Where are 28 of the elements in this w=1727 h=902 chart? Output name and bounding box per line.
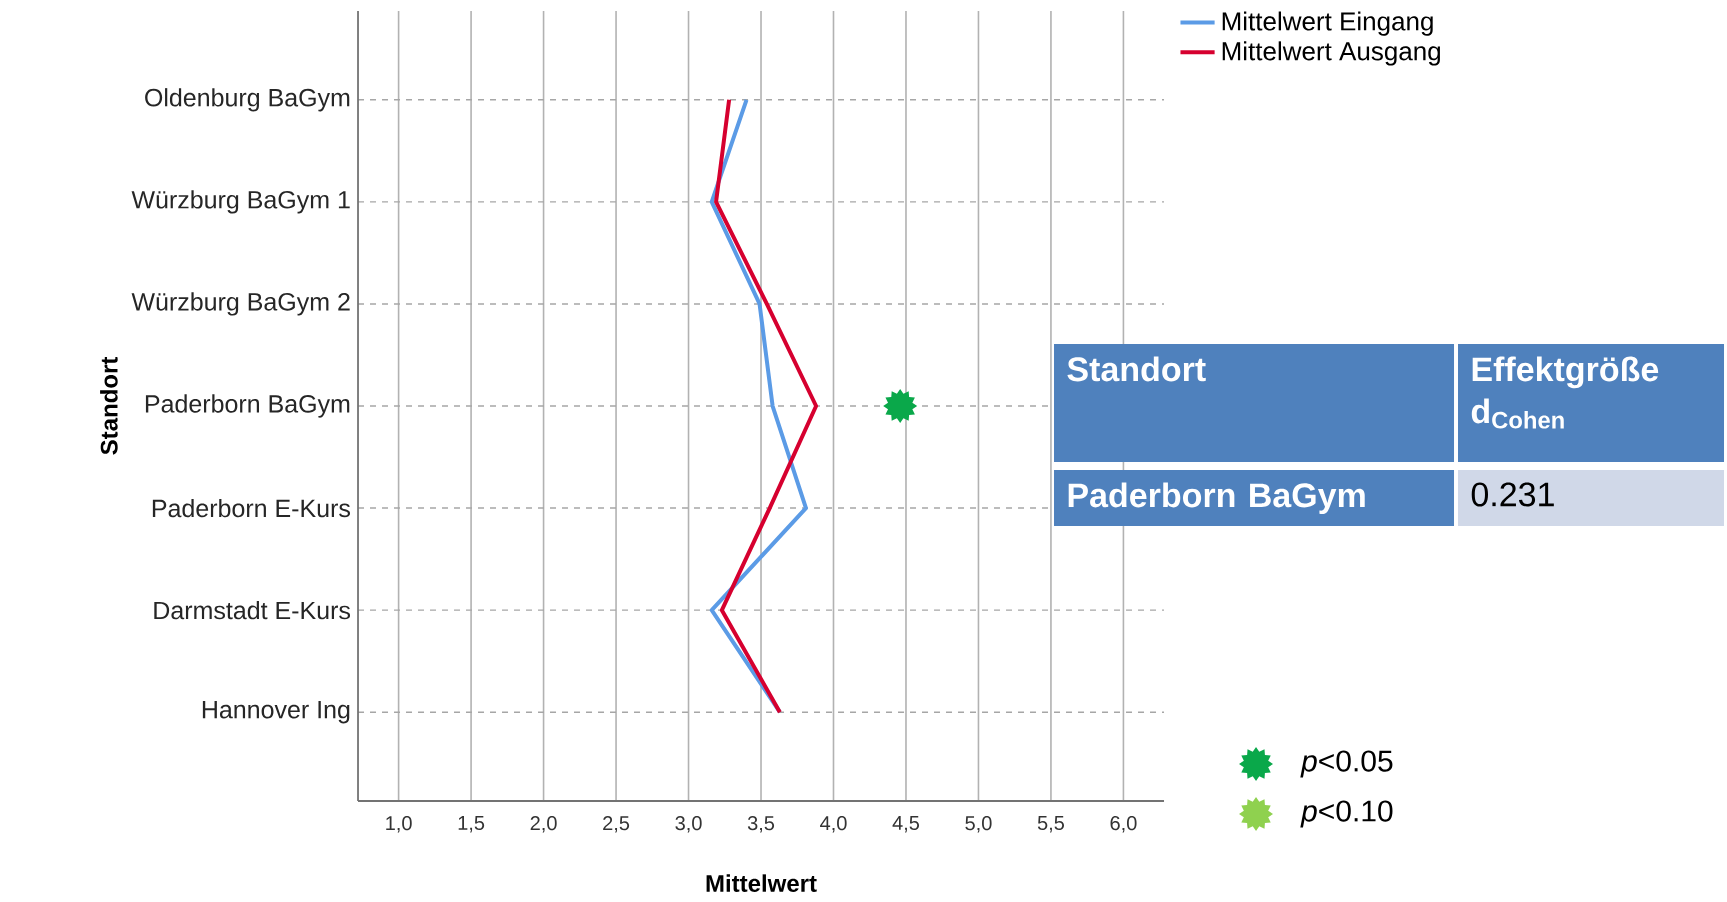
annotation: Paderborn BaGym bbox=[1068, 482, 1365, 515]
x-tick-label: 4,0 bbox=[820, 816, 847, 833]
x-tick-label: 4,5 bbox=[892, 816, 920, 833]
y-tick-label: Paderborn BaGym bbox=[145, 394, 350, 418]
x-tick-label: 5,0 bbox=[965, 816, 992, 833]
y-tick-label: Würzburg BaGym 2 bbox=[131, 292, 350, 316]
y-tick-label: Würzburg BaGym 1 bbox=[131, 190, 350, 214]
x-tick-label: 1,0 bbox=[386, 816, 412, 833]
legend-label: Mittelwert Eingang bbox=[1222, 11, 1433, 36]
y-tick-label: Darmstadt E-Kurs bbox=[154, 600, 351, 620]
y-axis-title: Standort bbox=[100, 356, 118, 455]
text: 0.231 bbox=[1471, 482, 1554, 507]
x-tick-label: 6,0 bbox=[1110, 816, 1137, 833]
y-tick-label: Paderborn E-Kurs bbox=[152, 498, 350, 518]
legend-label: p<0.05 bbox=[1300, 750, 1393, 778]
y-tick-label: Hannover Ing bbox=[202, 701, 350, 724]
x-tick-label: 5,5 bbox=[1037, 816, 1065, 833]
x-axis-title: Mittelwert bbox=[706, 874, 817, 892]
x-tick-label: 2,0 bbox=[530, 816, 557, 833]
x-tick-label: 2,5 bbox=[603, 816, 630, 833]
x-tick-label: 3,0 bbox=[675, 816, 702, 833]
legend-label: p<0.10 bbox=[1300, 800, 1393, 828]
y-tick-label: Oldenburg BaGym bbox=[145, 88, 350, 112]
text: Effektgröße d$_{Cohen}$ bbox=[1471, 356, 1659, 429]
annotation: Standort bbox=[1067, 356, 1206, 382]
x-tick-label: 1,5 bbox=[458, 816, 485, 833]
legend-label: Mittelwert Ausgang bbox=[1222, 41, 1441, 66]
x-tick-label: 3,5 bbox=[747, 816, 775, 833]
